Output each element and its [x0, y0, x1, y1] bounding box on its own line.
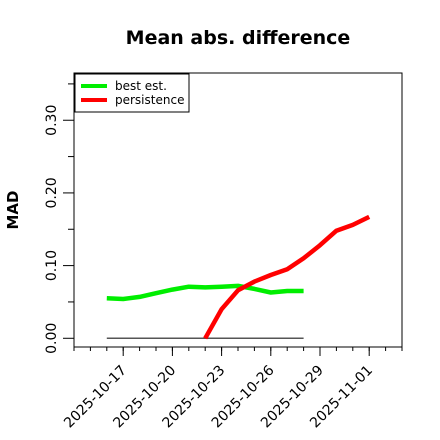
y-axis-label: MAD — [4, 191, 22, 230]
legend: best est.persistence — [74, 73, 190, 113]
legend-box — [74, 73, 190, 113]
chart-title: Mean abs. difference — [126, 27, 351, 49]
y-tick-label: 0.00 — [44, 323, 60, 354]
series-layer — [106, 214, 371, 340]
x-axis: 2025-10-172025-10-202025-10-232025-10-26… — [61, 347, 403, 431]
plot-frame — [73, 72, 403, 348]
y-tick-label: 0.20 — [44, 177, 60, 208]
legend-label: best est. — [115, 79, 167, 93]
y-tick-label: 0.10 — [44, 250, 60, 281]
y-axis: 0.00 0.10 0.20 0.30 — [44, 83, 74, 354]
y-tick-label: 0.30 — [44, 105, 60, 136]
series-line-persistence — [203, 214, 371, 340]
legend-label: persistence — [115, 93, 184, 107]
series-line-best-est — [106, 283, 304, 302]
